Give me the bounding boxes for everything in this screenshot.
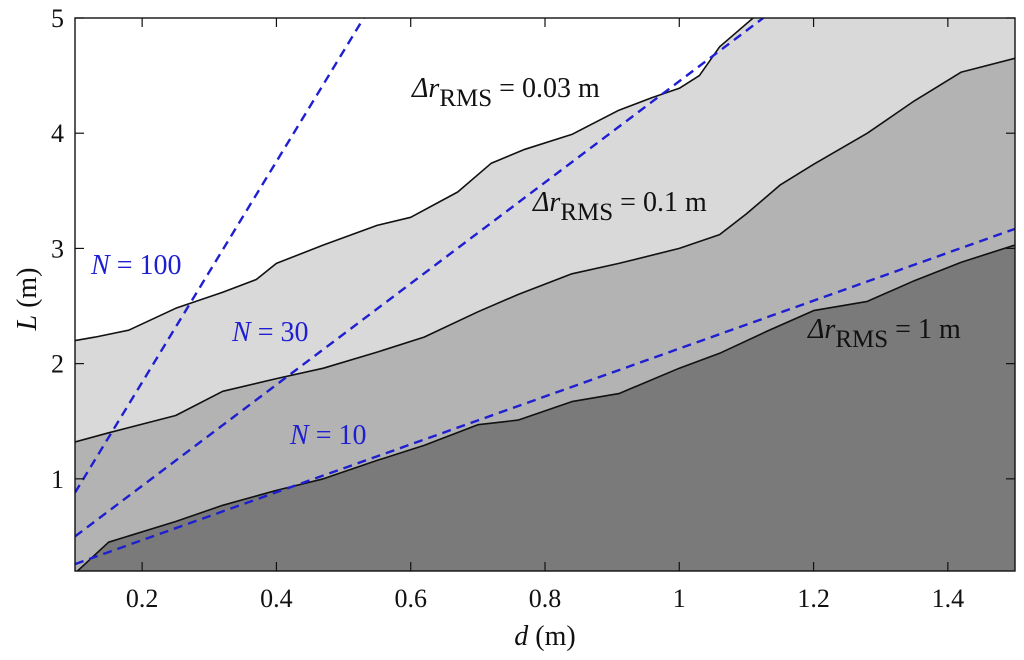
y-tick-label: 5 xyxy=(51,4,64,33)
region-label-1: ΔrRMS = 1 m xyxy=(807,314,961,353)
x-tick-label: 1.2 xyxy=(797,584,830,613)
ref-line-label-n30: N = 30 xyxy=(231,317,308,348)
x-axis-label: d (m) xyxy=(514,621,575,652)
y-tick-label: 2 xyxy=(51,350,64,379)
axis-ticks xyxy=(75,17,1015,571)
y-tick-label: 3 xyxy=(51,234,64,263)
region-boundary-0 xyxy=(75,18,754,342)
ref-line-0 xyxy=(75,18,365,494)
ref-line-2 xyxy=(75,227,1015,566)
reference-lines xyxy=(75,18,1015,566)
region-label-0-03: ΔrRMS = 0.03 m xyxy=(411,73,600,112)
y-axis-label: L (m) xyxy=(12,267,43,331)
region-boundary-2 xyxy=(76,244,1015,571)
region-fill-2 xyxy=(75,245,1015,571)
x-tick-label: 1.4 xyxy=(932,584,965,613)
regions xyxy=(75,18,1015,571)
x-tick-labels: 0.2 0.4 0.6 0.8 1 1.2 1.4 xyxy=(126,584,964,613)
region-boundary-1 xyxy=(75,57,1015,443)
x-tick-label: 1 xyxy=(673,584,686,613)
x-tick-label: 0.6 xyxy=(394,584,427,613)
ref-line-label-n100: N = 100 xyxy=(90,250,181,281)
x-tick-label: 0.4 xyxy=(260,584,293,613)
y-tick-labels: 1 2 3 4 5 xyxy=(51,4,64,494)
x-tick-label: 0.2 xyxy=(126,584,159,613)
ref-line-1 xyxy=(75,18,764,538)
region-label-0-1: ΔrRMS = 0.1 m xyxy=(532,187,707,226)
y-tick-label: 4 xyxy=(51,119,64,148)
plot-area xyxy=(74,17,1016,572)
y-tick-label: 1 xyxy=(51,465,64,494)
x-tick-label: 0.8 xyxy=(529,584,562,613)
ref-line-label-n10: N = 10 xyxy=(289,420,366,451)
